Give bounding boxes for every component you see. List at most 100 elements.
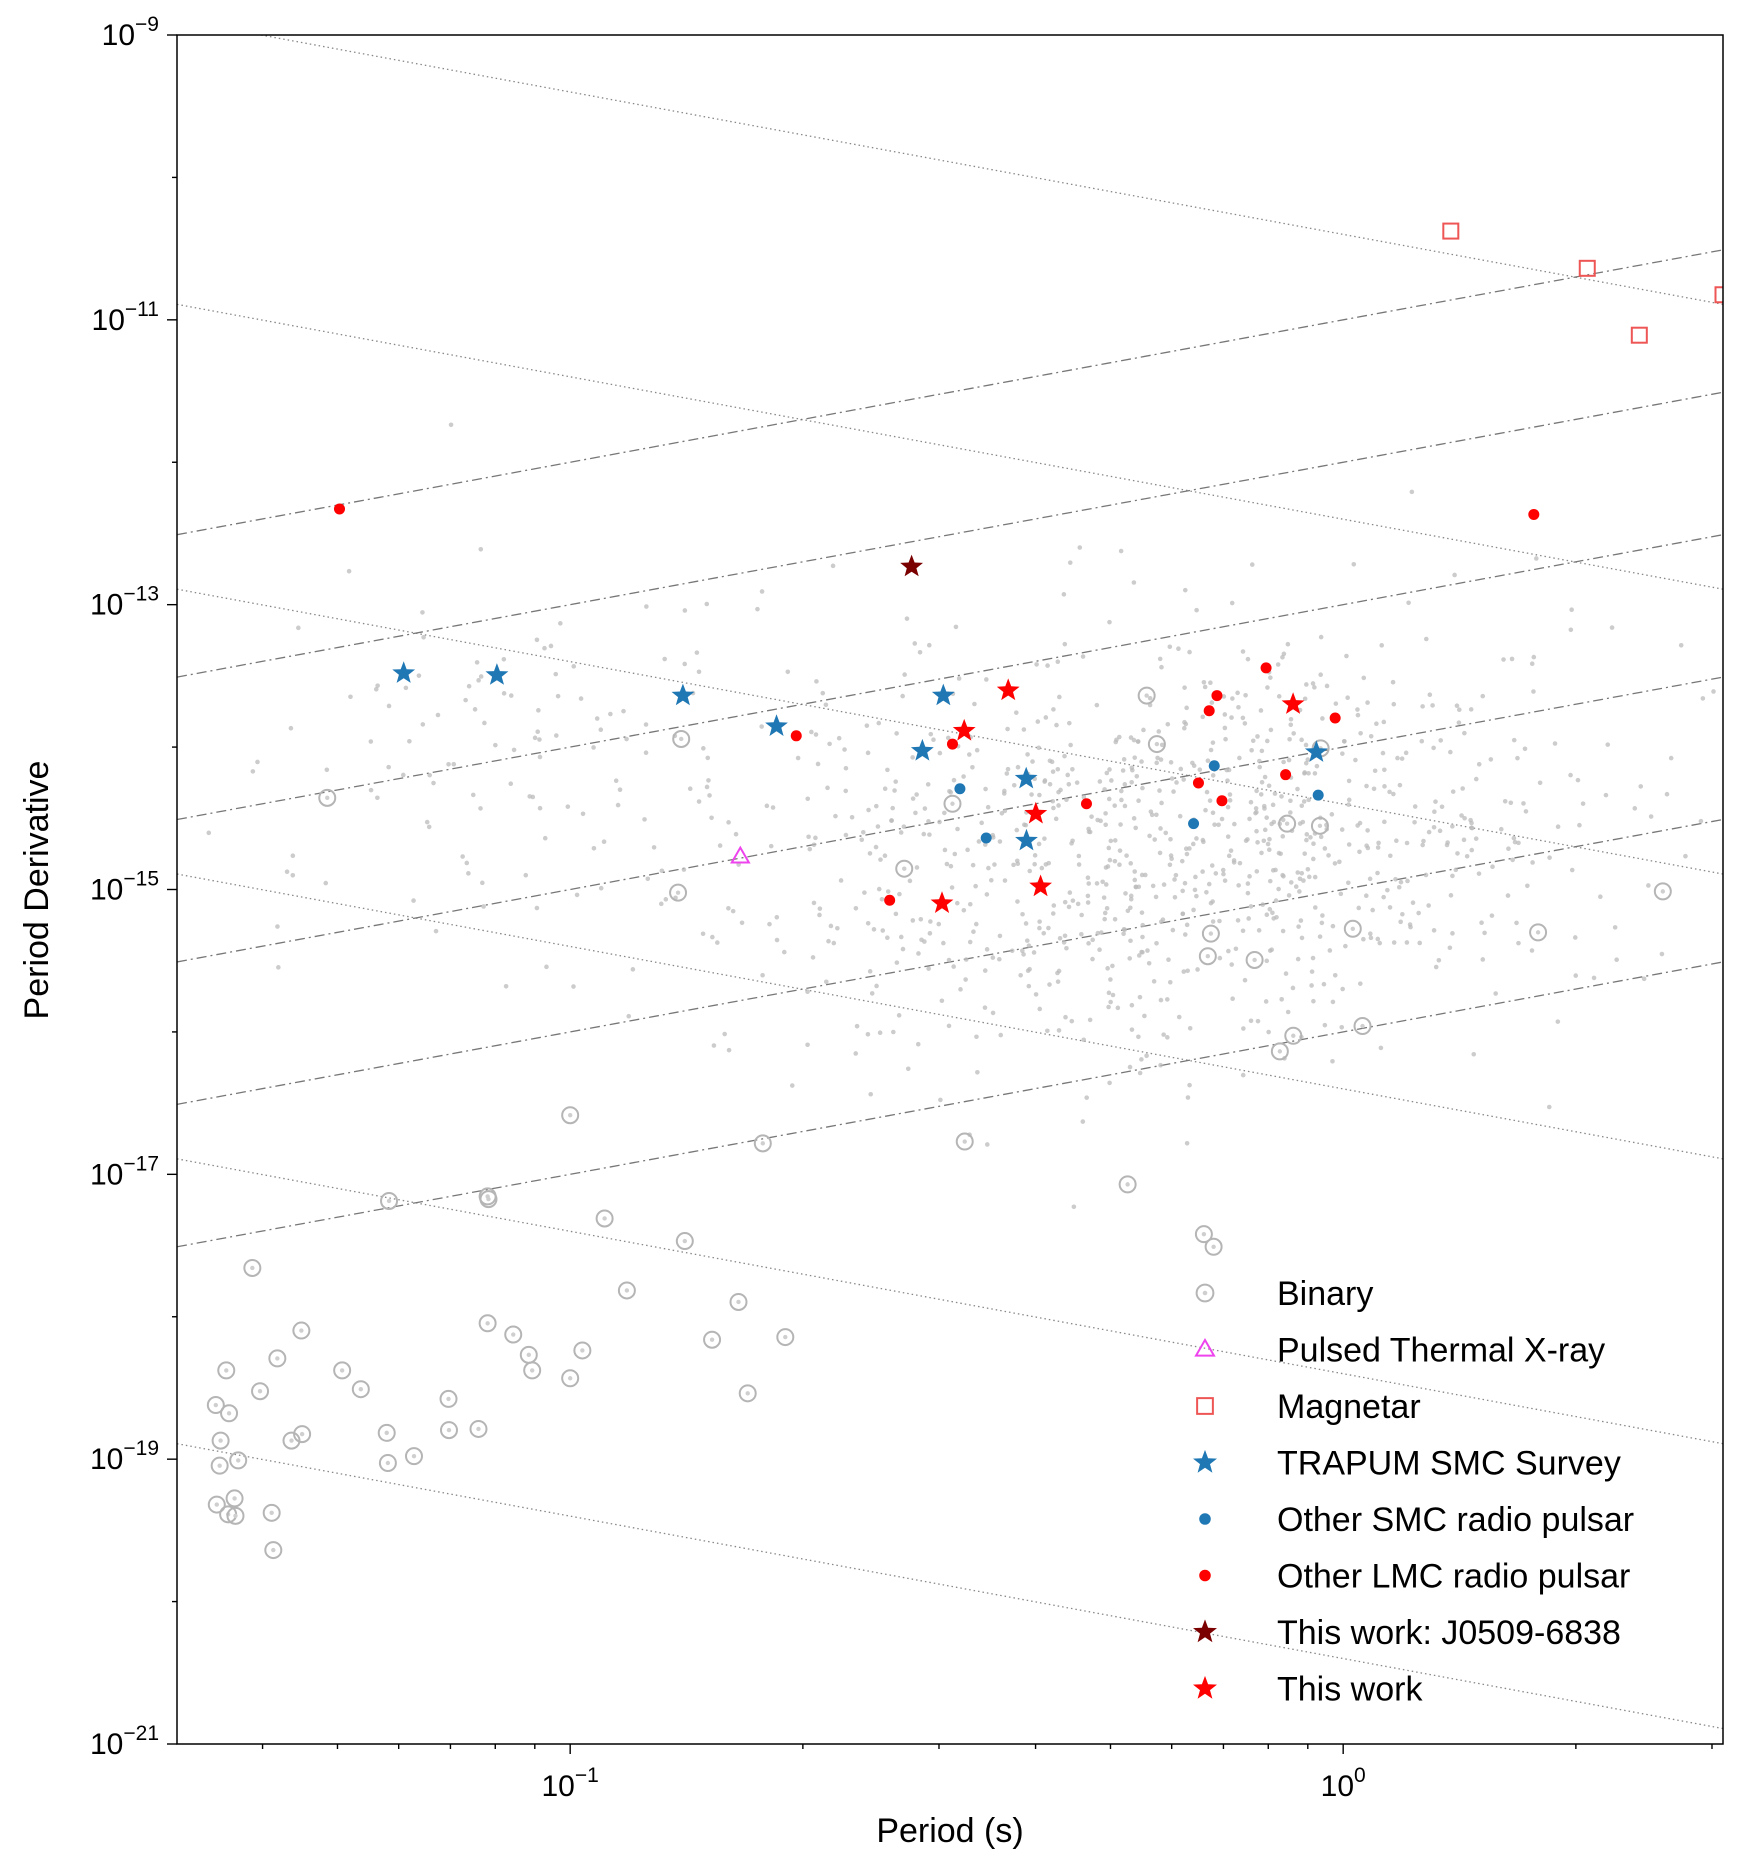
background-pulsar-point (1280, 654, 1285, 660)
background-pulsar-point (1473, 836, 1479, 841)
background-pulsar-point (1167, 644, 1173, 650)
background-pulsar-point (1480, 957, 1486, 962)
background-pulsar-point (508, 781, 514, 786)
background-pulsar-point (1598, 894, 1603, 900)
background-pulsar-point (1240, 715, 1246, 721)
background-pulsar-point (1439, 804, 1445, 810)
x-axis-label: Period (s) (876, 1812, 1023, 1850)
background-pulsar-point (1450, 789, 1456, 794)
background-pulsar-point (1245, 837, 1250, 842)
background-pulsar-point (1391, 701, 1397, 707)
background-pulsar-point (1258, 792, 1264, 797)
background-pulsar-point (997, 933, 1003, 939)
background-pulsar-point (764, 803, 770, 809)
background-pulsar-point (1182, 725, 1187, 731)
background-pulsar-point (1101, 895, 1107, 900)
binary-point (293, 1425, 312, 1444)
background-pulsar-point (1295, 870, 1301, 875)
background-pulsar-point (807, 846, 813, 852)
background-pulsar-point (1184, 922, 1190, 928)
background-pulsar-point (421, 634, 426, 640)
background-pulsar-point (1064, 945, 1069, 951)
background-pulsar-point (400, 772, 406, 778)
background-pulsar-point (1299, 737, 1304, 743)
background-pulsar-point (974, 747, 980, 753)
background-pulsar-point (1229, 715, 1234, 720)
background-pulsar-point (1165, 721, 1171, 727)
background-pulsar-point (952, 851, 958, 857)
background-pulsar-point (1409, 489, 1415, 495)
trapum-smc-survey-point (485, 663, 509, 685)
background-pulsar-point (1614, 957, 1619, 963)
background-pulsar-point (1057, 936, 1063, 941)
background-pulsar-point (1330, 1058, 1335, 1064)
background-pulsar-point (591, 846, 597, 851)
background-pulsar-point (831, 940, 837, 946)
background-pulsar-point (1042, 779, 1047, 784)
background-pulsar-point (905, 1066, 911, 1072)
background-pulsar-point (1368, 734, 1374, 739)
background-pulsar-point (825, 785, 830, 791)
background-pulsar-point (1226, 948, 1231, 954)
background-pulsar-point (1015, 899, 1020, 904)
data-series (206, 222, 1723, 1560)
background-pulsar-point (1591, 975, 1597, 981)
background-pulsar-point (1248, 904, 1254, 909)
background-pulsar-point (1368, 935, 1374, 941)
background-pulsar-point (1055, 970, 1060, 976)
background-pulsar-point (1273, 898, 1279, 903)
background-pulsar-point (1711, 689, 1716, 694)
background-pulsar-point (979, 820, 984, 826)
background-pulsar-point (1121, 757, 1127, 762)
background-pulsar-point (1447, 945, 1453, 951)
background-pulsar-point (1204, 889, 1209, 895)
background-pulsar-point (1061, 592, 1067, 597)
background-pulsar-point (1076, 853, 1082, 859)
background-pulsar-point (1154, 940, 1159, 946)
background-pulsar-point (1268, 727, 1274, 733)
background-pulsar-point (1209, 863, 1215, 868)
background-pulsar-point (710, 934, 715, 940)
background-pulsar-point (1302, 851, 1308, 856)
background-pulsar-point (1268, 675, 1273, 680)
legend: Binary Pulsed Thermal X-ray Magnetar TRAPUM… (1193, 1275, 1634, 1709)
binary-point (377, 1423, 396, 1442)
background-pulsar-point (1187, 1082, 1192, 1088)
background-pulsar-point (853, 1051, 859, 1056)
b-field-line (177, 391, 1723, 678)
binary-point (1194, 1225, 1213, 1244)
background-pulsar-point (759, 724, 764, 729)
b-field-line (177, 676, 1723, 963)
background-pulsar-point (1080, 654, 1086, 659)
reference-lines (177, 35, 1723, 1730)
background-pulsar-point (1260, 902, 1266, 907)
background-pulsar-point (1168, 760, 1174, 765)
binary-point (439, 1421, 458, 1440)
background-pulsar-point (1062, 899, 1068, 905)
background-pulsar-point (1436, 957, 1442, 963)
background-pulsar-point (1678, 643, 1684, 648)
background-pulsar-point (1330, 999, 1336, 1005)
background-pulsar-point (1021, 727, 1027, 732)
background-pulsar-point (1248, 799, 1254, 805)
background-pulsar-point (1345, 695, 1350, 701)
background-pulsar-point (1137, 994, 1143, 1000)
background-pulsar-point (1344, 653, 1349, 659)
magnetar-point (1578, 259, 1596, 277)
background-pulsar-point (1066, 781, 1072, 787)
background-pulsar-point (1247, 874, 1252, 879)
background-pulsar-point (1288, 880, 1294, 885)
background-pulsar-point (476, 678, 481, 683)
background-pulsar-point (1156, 729, 1162, 734)
background-pulsar-point (1514, 920, 1519, 926)
background-pulsar-point (998, 1032, 1004, 1038)
background-pulsar-point (1134, 773, 1140, 779)
background-pulsar-point (542, 645, 547, 651)
background-pulsar-point (1444, 842, 1450, 848)
background-pulsar-point (1005, 766, 1011, 772)
background-pulsar-point (1299, 871, 1305, 876)
pulsed-thermal-x-ray-point (730, 845, 751, 864)
background-pulsar-point (1450, 824, 1455, 829)
background-pulsar-point (1421, 838, 1426, 844)
background-pulsar-point (1182, 587, 1188, 593)
